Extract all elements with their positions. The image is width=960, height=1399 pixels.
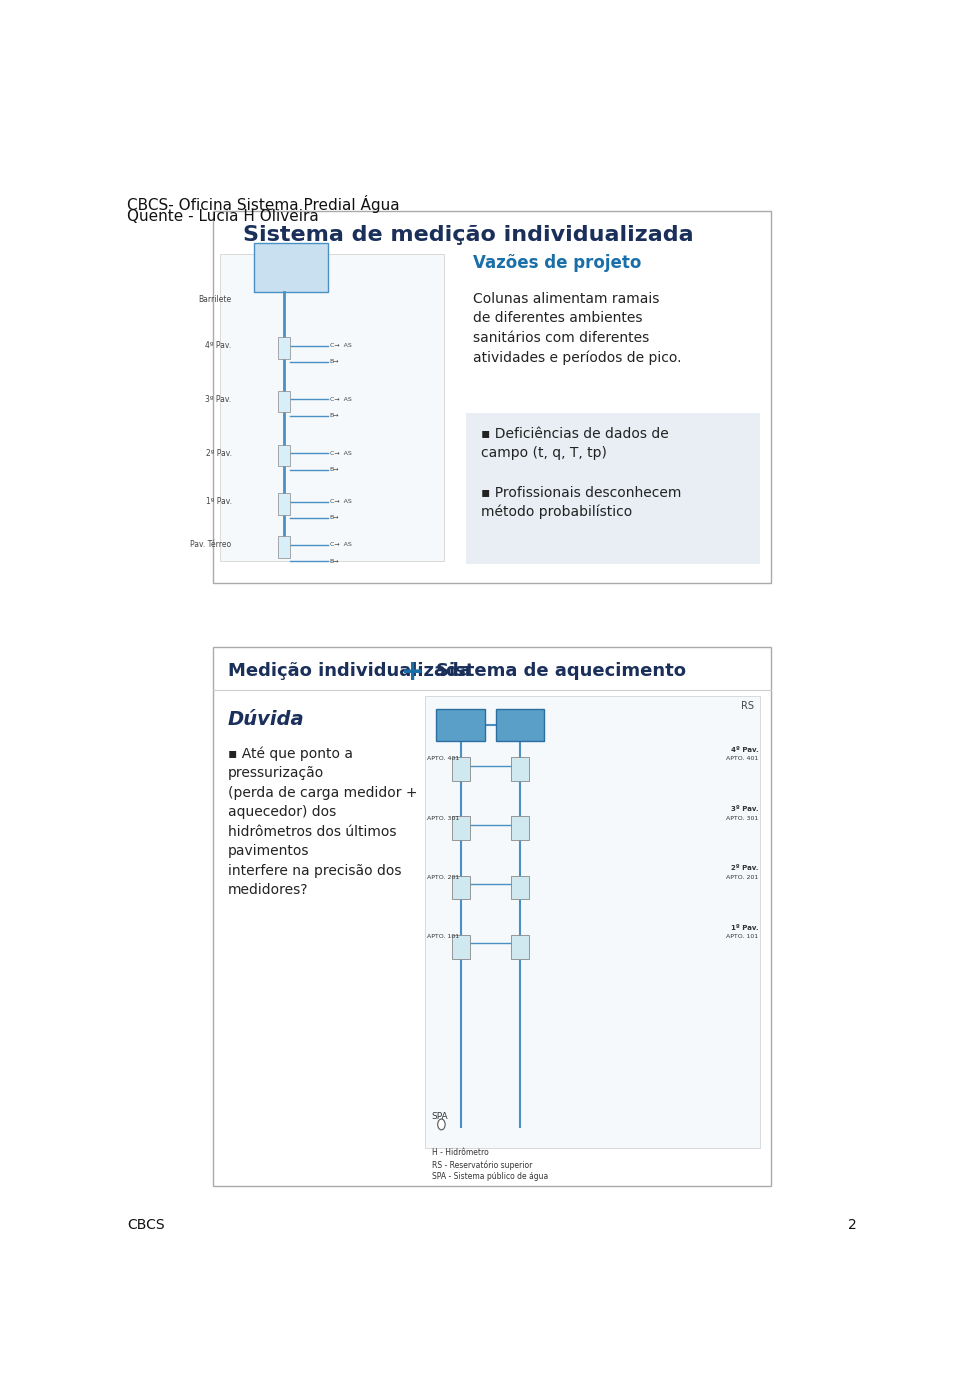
FancyBboxPatch shape (277, 494, 290, 515)
Text: 2º Pav.: 2º Pav. (205, 449, 231, 457)
Text: 1º Pav.: 1º Pav. (205, 497, 231, 506)
Text: 4º Pav.: 4º Pav. (205, 341, 231, 350)
Text: APTO. 401: APTO. 401 (726, 757, 758, 761)
FancyBboxPatch shape (277, 445, 290, 466)
Text: APTO. 101: APTO. 101 (726, 935, 758, 939)
Text: C→  AS: C→ AS (330, 543, 351, 547)
Text: Sistema de medição individualizada: Sistema de medição individualizada (243, 225, 693, 245)
Text: B→: B→ (330, 515, 339, 520)
FancyBboxPatch shape (452, 876, 469, 900)
Text: 3º Pav.: 3º Pav. (205, 395, 231, 404)
Text: C→  AS: C→ AS (330, 450, 351, 456)
Text: 2º Pav.: 2º Pav. (731, 866, 758, 872)
Text: APTO. 201: APTO. 201 (426, 874, 459, 880)
Text: 4º Pav.: 4º Pav. (731, 747, 758, 753)
FancyBboxPatch shape (512, 876, 529, 900)
Text: C→  AS: C→ AS (330, 343, 351, 348)
FancyBboxPatch shape (512, 757, 529, 781)
Text: 2: 2 (848, 1219, 856, 1233)
Text: Problemas: Problemas (473, 414, 580, 431)
Text: B→: B→ (330, 467, 339, 471)
Text: SPA: SPA (432, 1112, 448, 1121)
FancyBboxPatch shape (466, 414, 760, 564)
Text: APTO. 101: APTO. 101 (426, 935, 459, 939)
FancyBboxPatch shape (253, 243, 328, 292)
Text: Medição individualizada: Medição individualizada (228, 662, 470, 680)
FancyBboxPatch shape (213, 648, 771, 1186)
Text: Vazões de projeto: Vazões de projeto (473, 255, 642, 271)
Text: 3º Pav.: 3º Pav. (731, 806, 758, 811)
Text: Pav. Térreo: Pav. Térreo (190, 540, 231, 550)
FancyBboxPatch shape (452, 935, 469, 958)
Text: B→: B→ (330, 558, 339, 564)
Text: Dúvida: Dúvida (228, 709, 304, 729)
Text: Barrilete: Barrilete (199, 295, 231, 304)
Text: Quente - Lucia H Oliveira: Quente - Lucia H Oliveira (128, 208, 319, 224)
FancyBboxPatch shape (277, 337, 290, 358)
FancyBboxPatch shape (512, 817, 529, 839)
Text: +: + (400, 658, 424, 686)
FancyBboxPatch shape (213, 211, 771, 582)
Text: B→: B→ (330, 413, 339, 418)
Text: ▪ Até que ponto a
pressurização
(perda de carga medidor +
aquecedor) dos
hidrôme: ▪ Até que ponto a pressurização (perda d… (228, 746, 418, 897)
Text: Sistema de aquecimento: Sistema de aquecimento (436, 662, 686, 680)
Text: Colunas alimentam ramais
de diferentes ambientes
sanitários com diferentes
ativi: Colunas alimentam ramais de diferentes a… (473, 292, 682, 365)
Circle shape (438, 1119, 445, 1130)
Text: ▪ Profissionais desconhecem
método probabilístico: ▪ Profissionais desconhecem método proba… (481, 485, 682, 519)
FancyBboxPatch shape (452, 817, 469, 839)
FancyBboxPatch shape (221, 255, 444, 561)
Text: H - Hidrômetro
RS - Reservatório superior
SPA - Sistema público de água: H - Hidrômetro RS - Reservatório superio… (432, 1149, 549, 1182)
FancyBboxPatch shape (425, 695, 760, 1149)
Text: CBCS: CBCS (128, 1219, 165, 1233)
FancyBboxPatch shape (436, 709, 485, 741)
FancyBboxPatch shape (495, 709, 544, 741)
Text: C→  AS: C→ AS (330, 397, 351, 402)
Text: 1º Pav.: 1º Pav. (731, 925, 758, 930)
Text: APTO. 401: APTO. 401 (426, 757, 459, 761)
Text: C→  AS: C→ AS (330, 499, 351, 504)
FancyBboxPatch shape (512, 935, 529, 958)
FancyBboxPatch shape (277, 536, 290, 558)
Text: ▪ Deficiências de dados de
campo (t, q, T, tp): ▪ Deficiências de dados de campo (t, q, … (481, 428, 668, 460)
FancyBboxPatch shape (277, 390, 290, 413)
Text: APTO. 301: APTO. 301 (426, 816, 459, 821)
Text: APTO. 201: APTO. 201 (726, 874, 758, 880)
FancyBboxPatch shape (452, 757, 469, 781)
Text: APTO. 301: APTO. 301 (726, 816, 758, 821)
Text: RS: RS (741, 701, 754, 711)
Text: CBCS- Oficina Sistema Predial Água: CBCS- Oficina Sistema Predial Água (128, 194, 400, 213)
Text: B→: B→ (330, 360, 339, 364)
